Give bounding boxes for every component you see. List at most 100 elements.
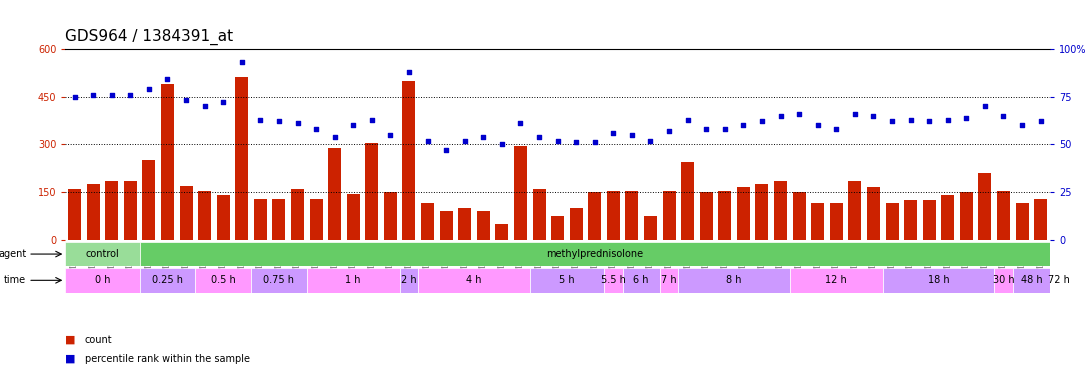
Point bbox=[697, 126, 715, 132]
Bar bbox=[1013, 268, 1050, 292]
Point bbox=[771, 112, 789, 118]
Bar bbox=[347, 194, 360, 240]
Bar bbox=[570, 208, 583, 240]
Bar bbox=[124, 181, 137, 240]
Bar bbox=[217, 195, 230, 240]
Bar bbox=[310, 198, 322, 240]
Bar bbox=[290, 189, 304, 240]
Point bbox=[530, 134, 547, 140]
Point bbox=[382, 132, 399, 138]
Bar bbox=[532, 189, 545, 240]
Bar bbox=[882, 268, 994, 292]
Point bbox=[400, 69, 418, 75]
Point bbox=[902, 117, 919, 123]
Point bbox=[345, 122, 362, 128]
Point bbox=[140, 86, 158, 92]
Bar bbox=[607, 190, 620, 240]
Point bbox=[456, 138, 473, 144]
Bar bbox=[399, 268, 418, 292]
Bar bbox=[65, 242, 139, 266]
Text: 4 h: 4 h bbox=[467, 275, 482, 285]
Text: 5.5 h: 5.5 h bbox=[601, 275, 626, 285]
Bar bbox=[69, 189, 82, 240]
Text: ■: ■ bbox=[65, 354, 76, 364]
Point bbox=[196, 103, 213, 109]
Bar bbox=[530, 268, 604, 292]
Text: 18 h: 18 h bbox=[928, 275, 949, 285]
Bar bbox=[251, 268, 307, 292]
Text: methylprednisolone: methylprednisolone bbox=[546, 249, 643, 259]
Text: 6 h: 6 h bbox=[633, 275, 648, 285]
Bar bbox=[180, 186, 193, 240]
Bar bbox=[403, 81, 416, 240]
Bar bbox=[790, 268, 882, 292]
Point bbox=[660, 128, 678, 134]
Bar bbox=[552, 216, 564, 240]
Point bbox=[994, 112, 1012, 118]
Point bbox=[1013, 122, 1030, 128]
Bar bbox=[1015, 203, 1028, 240]
Bar bbox=[994, 268, 1013, 292]
Bar bbox=[904, 200, 917, 240]
Bar bbox=[812, 203, 825, 240]
Point bbox=[920, 118, 938, 124]
Text: 48 h: 48 h bbox=[1021, 275, 1042, 285]
Point bbox=[308, 126, 325, 132]
Point bbox=[326, 134, 344, 140]
Point bbox=[957, 115, 975, 121]
Point bbox=[716, 126, 733, 132]
Text: 0.5 h: 0.5 h bbox=[211, 275, 236, 285]
Text: percentile rank within the sample: percentile rank within the sample bbox=[85, 354, 250, 364]
Point bbox=[605, 130, 622, 136]
Point bbox=[679, 117, 696, 123]
Bar bbox=[793, 192, 805, 240]
Text: 72 h: 72 h bbox=[1048, 275, 1071, 285]
Point bbox=[828, 126, 845, 132]
Bar bbox=[307, 268, 399, 292]
Bar bbox=[329, 147, 342, 240]
Bar bbox=[384, 192, 397, 240]
Bar bbox=[923, 200, 936, 240]
Bar bbox=[254, 198, 267, 240]
Point bbox=[419, 138, 436, 144]
Text: 0.25 h: 0.25 h bbox=[152, 275, 183, 285]
Bar bbox=[774, 181, 787, 240]
Point bbox=[363, 117, 381, 123]
Point bbox=[846, 111, 864, 117]
Text: time: time bbox=[4, 275, 26, 285]
Text: 30 h: 30 h bbox=[992, 275, 1014, 285]
Bar bbox=[235, 77, 248, 240]
Bar bbox=[65, 268, 139, 292]
Point bbox=[511, 120, 529, 126]
Text: GDS964 / 1384391_at: GDS964 / 1384391_at bbox=[65, 29, 234, 45]
Point bbox=[883, 118, 901, 124]
Bar bbox=[1050, 268, 1068, 292]
Text: 7 h: 7 h bbox=[662, 275, 677, 285]
Bar bbox=[941, 195, 954, 240]
Point bbox=[493, 141, 510, 147]
Bar bbox=[495, 224, 508, 240]
Point bbox=[251, 117, 269, 123]
Bar bbox=[830, 203, 843, 240]
Bar bbox=[718, 190, 731, 240]
Bar bbox=[458, 208, 471, 240]
Bar bbox=[960, 192, 973, 240]
Bar bbox=[700, 192, 713, 240]
Point bbox=[568, 140, 585, 146]
Point bbox=[753, 118, 770, 124]
Bar bbox=[663, 190, 676, 240]
Text: 0.75 h: 0.75 h bbox=[263, 275, 295, 285]
Text: 8 h: 8 h bbox=[727, 275, 742, 285]
Point bbox=[623, 132, 641, 138]
Bar bbox=[440, 211, 453, 240]
Text: 5 h: 5 h bbox=[559, 275, 574, 285]
Point bbox=[437, 147, 455, 153]
Point bbox=[939, 117, 956, 123]
Bar bbox=[659, 268, 678, 292]
Bar bbox=[143, 160, 156, 240]
Bar bbox=[139, 268, 196, 292]
Text: 12 h: 12 h bbox=[826, 275, 848, 285]
Text: count: count bbox=[85, 335, 112, 345]
Bar bbox=[589, 192, 602, 240]
Point bbox=[288, 120, 306, 126]
